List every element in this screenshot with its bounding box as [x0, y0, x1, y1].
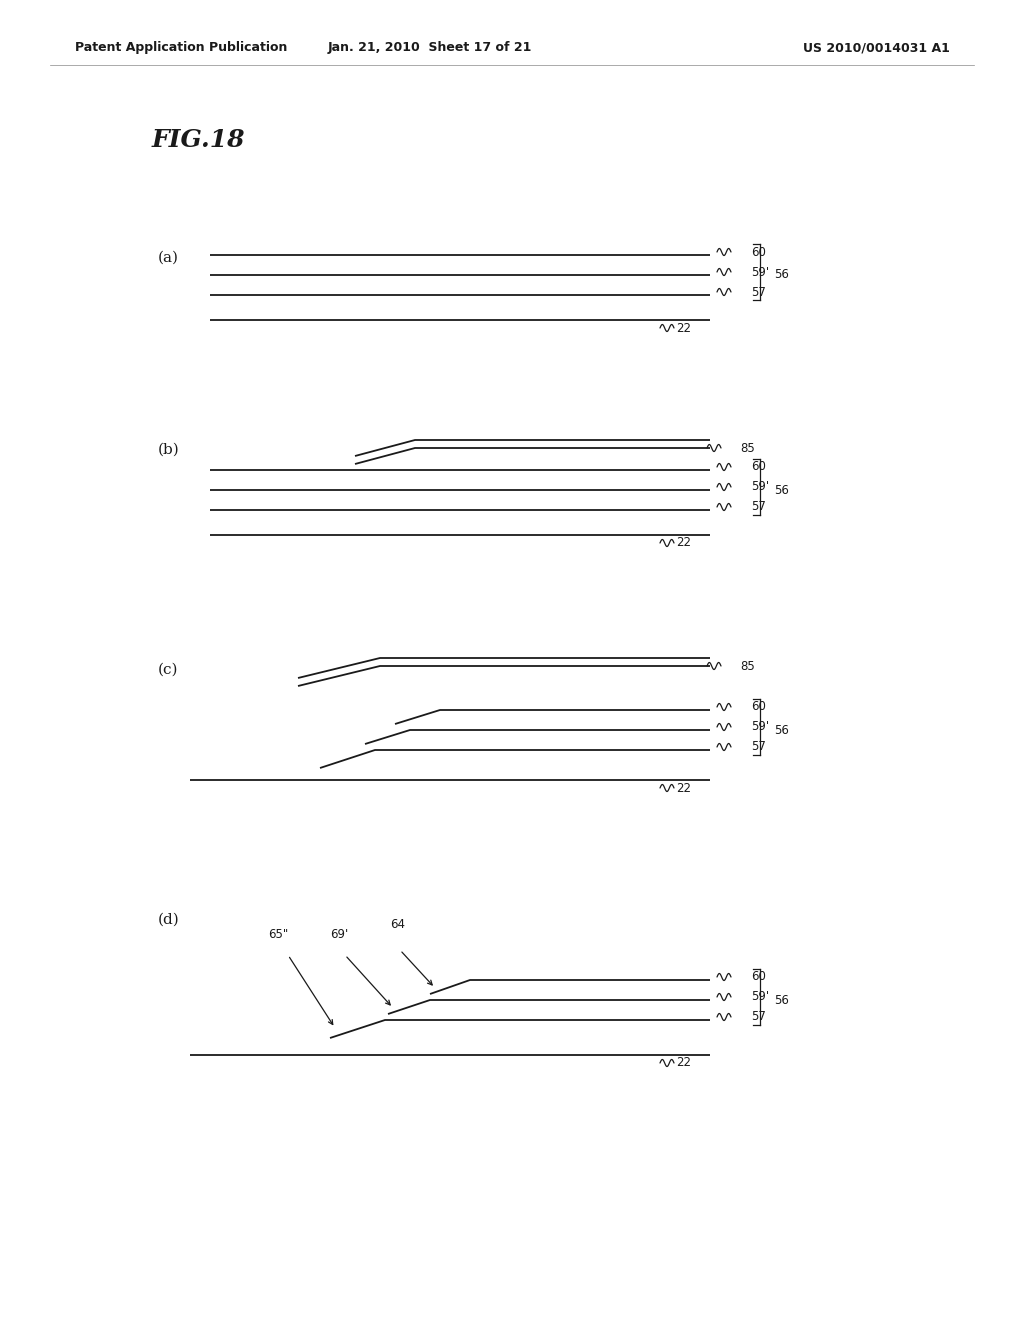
Text: 59': 59' — [751, 990, 769, 1003]
Text: 59': 59' — [751, 721, 769, 734]
Text: (c): (c) — [158, 663, 178, 677]
Text: 85: 85 — [740, 441, 755, 454]
Text: 56: 56 — [774, 483, 788, 496]
Text: 56: 56 — [774, 268, 788, 281]
Text: FIG.18: FIG.18 — [152, 128, 246, 152]
Text: 56: 56 — [774, 994, 788, 1006]
Text: 65": 65" — [268, 928, 288, 941]
Text: 22: 22 — [676, 322, 691, 334]
Text: 56: 56 — [774, 723, 788, 737]
Text: 69': 69' — [330, 928, 348, 941]
Text: 57: 57 — [751, 741, 766, 754]
Text: 59': 59' — [751, 480, 769, 494]
Text: 64: 64 — [390, 919, 406, 932]
Text: 60: 60 — [751, 970, 766, 983]
Text: US 2010/0014031 A1: US 2010/0014031 A1 — [803, 41, 950, 54]
Text: 60: 60 — [751, 461, 766, 474]
Text: 59': 59' — [751, 265, 769, 279]
Text: Patent Application Publication: Patent Application Publication — [75, 41, 288, 54]
Text: (d): (d) — [158, 913, 180, 927]
Text: 57: 57 — [751, 500, 766, 513]
Text: 22: 22 — [676, 536, 691, 549]
Text: 85: 85 — [740, 660, 755, 672]
Text: 22: 22 — [676, 781, 691, 795]
Text: Jan. 21, 2010  Sheet 17 of 21: Jan. 21, 2010 Sheet 17 of 21 — [328, 41, 532, 54]
Text: 57: 57 — [751, 1011, 766, 1023]
Text: 57: 57 — [751, 285, 766, 298]
Text: 60: 60 — [751, 246, 766, 259]
Text: 60: 60 — [751, 701, 766, 714]
Text: 22: 22 — [676, 1056, 691, 1069]
Text: (b): (b) — [158, 444, 180, 457]
Text: (a): (a) — [158, 251, 179, 265]
